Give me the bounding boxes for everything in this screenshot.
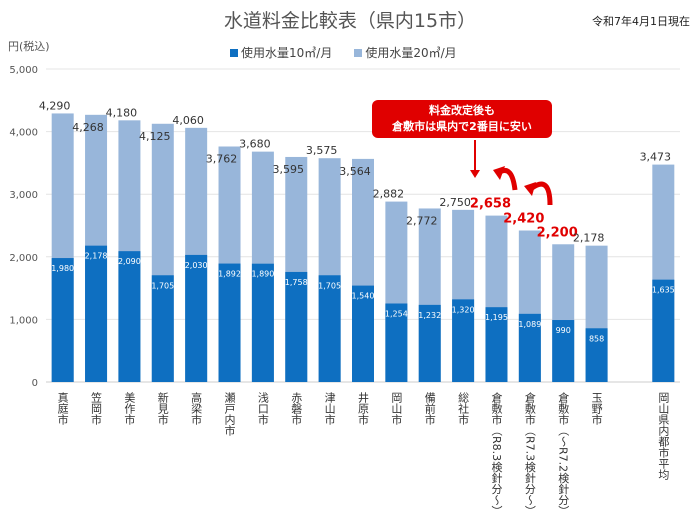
data-label-20m3: 3,473 [640,151,672,164]
data-label-10m3: 1,635 [652,286,675,295]
annotation-line-2: 倉敷市は県内で2番目に安い [392,120,532,133]
bar-10m3 [218,263,241,382]
chart-title: 水道料金比較表（県内15市） [223,10,477,32]
legend-swatch [230,49,238,57]
legend-swatch [354,49,363,57]
category-label: 笠岡市 [90,391,103,426]
data-label-20m3: 2,658 [470,197,511,212]
bar-10m3 [318,275,341,382]
category-label: 玉野市 [590,392,603,426]
data-label-10m3: 2,030 [185,261,208,270]
data-label-20m3: 2,882 [373,188,405,201]
data-label-10m3: 1,758 [285,278,308,287]
data-label-20m3: 3,575 [306,144,338,157]
category-label: 浅口市 [256,392,269,426]
data-label-20m3: 3,595 [273,163,305,176]
data-label-10m3: 858 [589,334,604,343]
category-label: 津山市 [323,392,336,426]
y-tick-label: 1,000 [9,315,38,326]
category-label: 瀬戸内市 [223,391,236,437]
category-label: 倉敷市（R8.3検針分～） [490,391,503,512]
data-label-10m3: 1,892 [218,270,241,279]
category-label: 井原市 [357,391,370,426]
data-label-10m3: 1,232 [418,311,441,320]
data-label-20m3: 4,060 [172,114,204,127]
data-label-20m3: 3,762 [206,152,238,165]
data-label-10m3: 2,178 [85,252,108,261]
date-note: 令和7年4月1日現在 [592,15,690,28]
data-label-20m3: 4,125 [139,130,171,143]
annotation-arrowhead [470,170,480,178]
y-axis-label: 円(税込) [8,40,50,53]
data-label-20m3: 4,290 [39,99,71,112]
category-label: 美作市 [123,392,136,426]
legend-item-10: 使用水量10㎥/月 [230,44,332,61]
bar-10m3 [118,251,141,382]
y-tick-label: 2,000 [9,253,38,264]
category-label: 新見市 [156,391,169,426]
bar-10m3 [585,328,608,382]
data-label-20m3: 2,420 [503,212,544,227]
data-label-10m3: 1,089 [518,320,541,329]
legend: 使用水量10㎥/月 使用水量20㎥/月 [230,44,457,61]
curved-arrow-head [524,182,536,196]
legend-label: 使用水量20㎥/月 [365,46,457,60]
legend-label: 使用水量10㎥/月 [241,46,333,60]
category-label: 倉敷市（～R7.2検針分） [557,391,570,512]
data-label-10m3: 1,254 [385,309,408,318]
curved-arrow-icon [530,181,553,206]
data-label-10m3: 2,090 [118,257,141,266]
bar-10m3 [51,258,74,382]
category-label: 備前市 [423,392,436,426]
curved-arrow-head [493,166,505,180]
bar-10m3 [652,279,675,382]
category-label: 赤磐市 [290,392,303,426]
data-label-20m3: 2,750 [439,196,471,209]
y-tick-label: 4,000 [9,128,38,139]
bar-10m3 [518,313,541,382]
data-label-20m3: 3,680 [239,138,271,151]
legend-item-20: 使用水量20㎥/月 [354,44,457,61]
y-tick-label: 5,000 [9,65,38,76]
bar-10m3 [552,320,575,382]
data-label-20m3: 3,564 [339,165,371,178]
bar-10m3 [452,299,475,382]
category-label: 岡山県内都市平均 [657,392,670,481]
category-label: 総社市 [457,391,470,426]
data-label-20m3: 4,180 [106,106,138,119]
data-label-20m3: 2,772 [406,214,438,227]
data-label-10m3: 1,705 [151,281,174,290]
bar-10m3 [485,307,508,382]
data-label-10m3: 1,320 [452,305,475,314]
data-label-10m3: 1,705 [318,281,341,290]
bar-10m3 [418,304,441,382]
data-label-10m3: 1,980 [51,264,74,273]
annotation-line-1: 料金改定後も [429,104,495,117]
bar-10m3 [385,303,408,382]
data-label-10m3: 1,540 [352,292,375,301]
category-label: 岡山市 [390,392,403,426]
data-label-20m3: 4,268 [72,121,104,134]
bar-10m3 [285,271,308,382]
category-label: 倉敷市（R7.3検針分～） [523,391,536,512]
data-label-20m3: 2,178 [573,232,605,245]
data-label-10m3: 1,195 [485,313,508,322]
annotation-callout: 料金改定後も 倉敷市は県内で2番目に安い [372,100,552,138]
category-label: 高梁市 [190,391,203,426]
bar-10m3 [85,245,108,382]
category-label: 真庭市 [56,391,69,426]
data-label-10m3: 1,890 [251,270,274,279]
bar-10m3 [185,254,208,382]
y-tick-label: 0 [32,378,38,389]
data-label-10m3: 990 [556,326,571,335]
bar-10m3 [251,263,274,382]
y-tick-label: 3,000 [9,190,38,201]
bar-10m3 [151,275,174,382]
data-label-20m3: 2,200 [537,225,578,240]
bar-10m3 [352,285,374,382]
